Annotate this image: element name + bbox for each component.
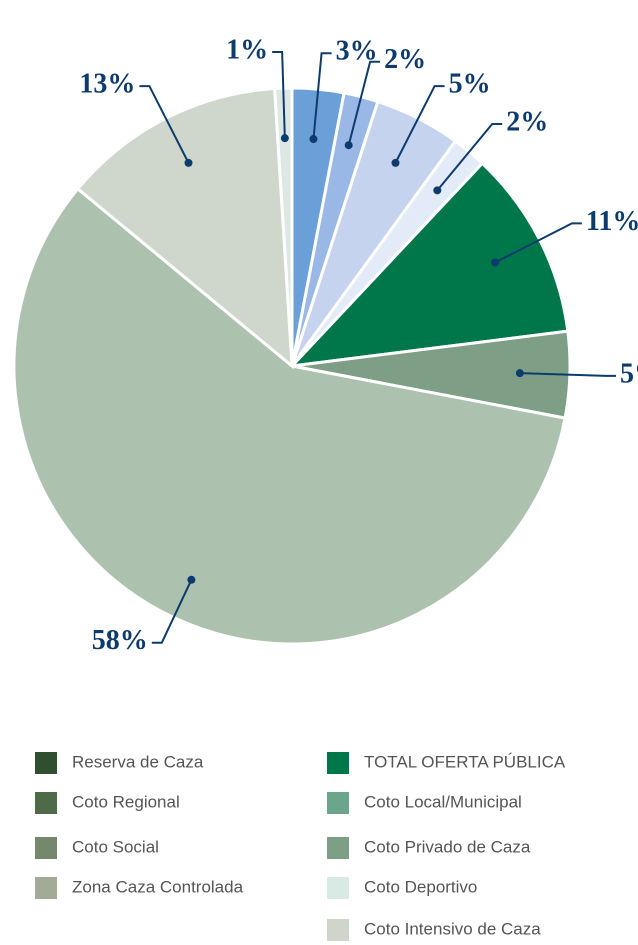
leader-line [151, 579, 193, 644]
legend-swatch [35, 837, 57, 859]
leader-line [139, 85, 190, 164]
legend-swatch [327, 919, 349, 941]
leader-line [347, 60, 381, 146]
data-label: 1% [226, 34, 268, 65]
leader-line [394, 85, 445, 164]
leader-line [494, 222, 582, 264]
legend-label: Coto Intensivo de Caza [364, 919, 541, 938]
legend-swatch [327, 877, 349, 899]
legend-swatch [327, 837, 349, 859]
legend-label: Coto Social [72, 837, 159, 856]
leader-line [519, 372, 616, 377]
legend-label: Coto Deportivo [364, 877, 477, 896]
legend-label: Coto Local/Municipal [364, 792, 522, 811]
data-label: 2% [506, 106, 548, 137]
legend-swatch [35, 792, 57, 814]
data-label: 11% [586, 206, 638, 237]
data-label: 58% [92, 625, 148, 656]
legend-label: Coto Regional [72, 792, 180, 811]
leader-line [272, 51, 286, 139]
data-label: 13% [79, 69, 135, 100]
legend-label: Coto Privado de Caza [364, 837, 531, 856]
legend-swatch [35, 877, 57, 899]
data-label: 2% [384, 44, 426, 75]
leader-line [312, 52, 332, 140]
legend-swatch [327, 792, 349, 814]
data-label: 5% [449, 69, 491, 100]
data-label: 5% [620, 358, 638, 389]
legend-swatch [35, 752, 57, 774]
legend-swatch [327, 752, 349, 774]
legend-label: TOTAL OFERTA PÚBLICA [364, 752, 566, 771]
legend-label: Zona Caza Controlada [72, 877, 244, 896]
leader-line [436, 122, 503, 191]
legend-label: Reserva de Caza [72, 752, 204, 771]
